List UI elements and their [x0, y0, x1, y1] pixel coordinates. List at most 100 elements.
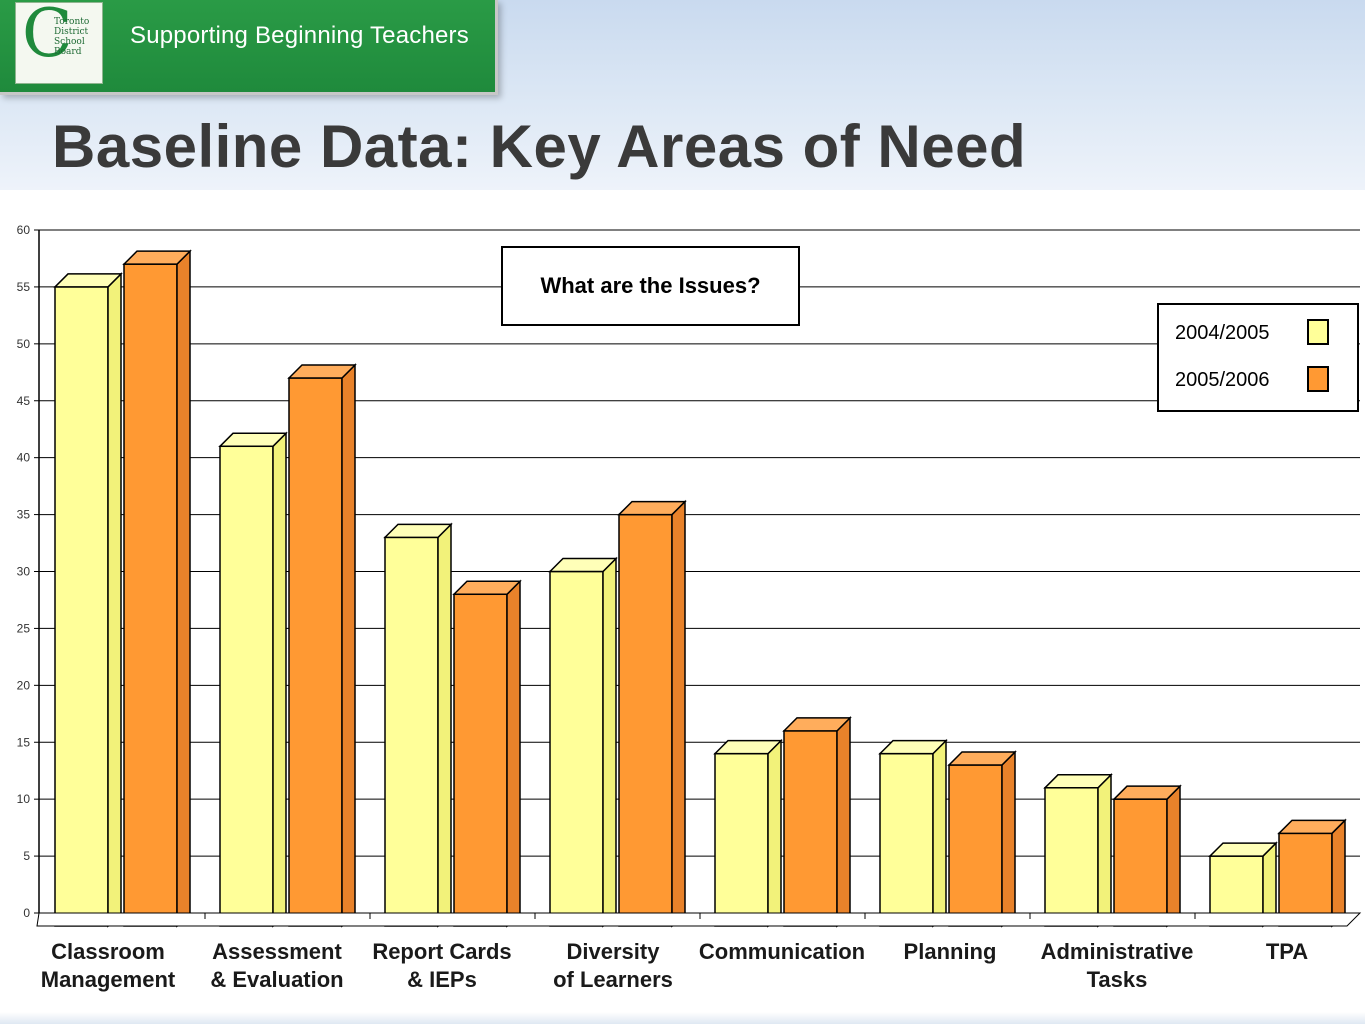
bar-top — [713, 739, 783, 755]
bar-top — [122, 250, 192, 265]
axis-layer: 0 5 10 15 20 25 30 35 40 45 50 55 60 — [17, 223, 1362, 927]
legend-label-2005: 2005/2006 — [1175, 369, 1270, 391]
x-category-label-line: TPA — [1265, 939, 1309, 964]
bar-front — [288, 377, 343, 927]
bar — [878, 738, 948, 928]
bar-side — [1166, 784, 1181, 928]
bars-layer — [53, 249, 1347, 928]
x-category-label: Communication — [692, 938, 872, 966]
y-tick-label: 50 — [17, 337, 31, 351]
y-tick-label: 20 — [17, 678, 31, 692]
x-category-label: Report Cards & IEPs — [352, 938, 532, 994]
footer-strip — [0, 1012, 1365, 1024]
bar-top — [1208, 842, 1278, 857]
x-category-label-line: & IEPs — [407, 967, 477, 992]
bar-side — [671, 499, 686, 928]
bar-top — [878, 739, 948, 755]
bar-top — [53, 273, 123, 288]
y-tick-label: 60 — [17, 223, 31, 237]
x-category-label: TPA — [1197, 938, 1365, 966]
x-category-label-line: Tasks — [1086, 967, 1148, 992]
bar-front — [948, 764, 1003, 927]
bar-top — [617, 500, 687, 516]
bar-front — [453, 593, 508, 927]
bar-top — [782, 717, 852, 732]
bar — [287, 363, 357, 928]
logo-text: Toronto District School Board — [54, 17, 90, 57]
y-tick-label: 45 — [17, 394, 31, 408]
bar-front — [714, 752, 769, 927]
bar-top — [1043, 774, 1113, 789]
page-title: Baseline Data: Key Areas of Need — [52, 113, 1027, 180]
legend-swatch-2004 — [1307, 319, 1329, 345]
bar — [53, 272, 123, 928]
y-tick-label: 40 — [17, 451, 31, 465]
bar-front — [1278, 832, 1333, 927]
bar — [782, 716, 852, 928]
x-category-label: Planning — [860, 938, 1040, 966]
x-category-label-line: Diversity — [566, 939, 660, 964]
bar — [617, 499, 687, 928]
bar — [383, 522, 453, 928]
legend-swatch-2005 — [1307, 366, 1329, 392]
bar-top — [287, 364, 357, 379]
bar — [548, 556, 618, 928]
chart-legend: 2004/2005 2005/2006 — [1157, 303, 1359, 412]
bar — [713, 738, 783, 928]
y-tick-label: 30 — [17, 565, 31, 579]
x-category-label-line: Assessment — [212, 939, 342, 964]
x-category-label: Classroom Management — [18, 938, 198, 994]
y-tick-label: 35 — [17, 508, 31, 522]
bar — [122, 249, 192, 928]
banner-title: Supporting Beginning Teachers — [130, 22, 469, 49]
bar — [1043, 772, 1113, 928]
x-category-label-line: Communication — [698, 939, 866, 964]
bar-chart: 0 5 10 15 20 25 30 35 40 45 50 55 60 — [17, 223, 1362, 928]
bar-side — [341, 363, 356, 928]
bar-top — [383, 523, 453, 539]
bar-side — [836, 716, 851, 928]
bar-side — [932, 738, 947, 928]
chart-floor — [36, 912, 1362, 927]
bar-front — [123, 263, 178, 927]
bar-front — [879, 752, 934, 927]
logo-apple-icon: C — [22, 0, 73, 72]
x-category-label-line: & Evaluation — [210, 967, 344, 992]
bar-side — [506, 579, 521, 928]
school-board-logo: C Toronto District School Board — [15, 0, 103, 84]
bar-top — [1277, 819, 1347, 835]
bar — [1277, 818, 1347, 928]
bar-side — [1331, 818, 1346, 928]
y-tick-label: 5 — [23, 849, 30, 863]
bar-front — [549, 570, 604, 927]
bar-front — [1044, 787, 1099, 927]
bar-front — [1113, 798, 1168, 927]
bar-top — [1112, 785, 1182, 800]
bar-front — [384, 536, 439, 927]
y-tick-label: 55 — [17, 280, 31, 294]
bar-front — [783, 730, 838, 927]
issues-callout: What are the Issues? — [501, 246, 800, 326]
x-category-label: Administrative Tasks — [1027, 938, 1207, 994]
x-category-label-line: Management — [40, 967, 176, 992]
x-category-label-line: Classroom — [51, 939, 165, 964]
x-category-label: Assessment & Evaluation — [187, 938, 367, 994]
bar-top — [548, 557, 618, 573]
bar-top — [218, 432, 288, 448]
bar-side — [1001, 750, 1016, 928]
banner: C Toronto District School Board Supporti… — [0, 0, 498, 95]
x-category-label-line: Administrative — [1040, 939, 1194, 964]
bar-side — [176, 249, 191, 928]
x-category-label-line: Report Cards — [372, 939, 512, 964]
bar-side — [437, 522, 452, 928]
x-category-label-line: Planning — [903, 939, 997, 964]
bar-top — [452, 580, 522, 596]
y-tick-label: 10 — [17, 792, 31, 806]
y-tick-label: 0 — [23, 906, 30, 920]
bar — [1112, 784, 1182, 928]
bar-side — [1097, 772, 1112, 928]
bar-top — [947, 751, 1017, 766]
bar — [452, 579, 522, 928]
y-tick-label: 15 — [17, 735, 31, 749]
bar-front — [618, 513, 673, 927]
